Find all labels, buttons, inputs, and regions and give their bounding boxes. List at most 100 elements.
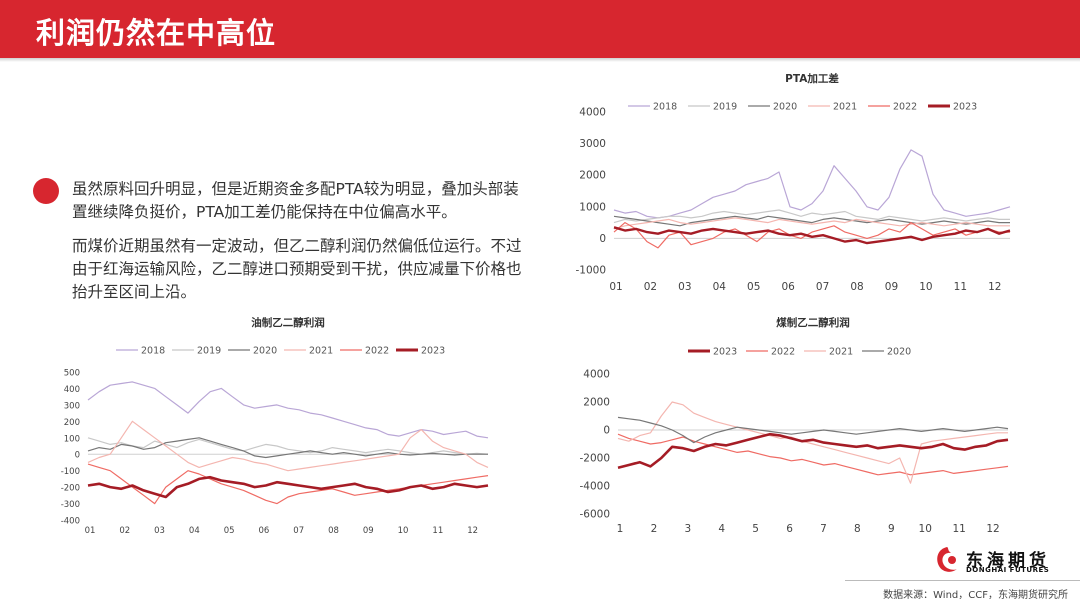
chart-coal-meg-profit: 煤制乙二醇利润 2023 2022 2021 2020 4000 2000 0 -2000 -40… <box>570 312 1040 542</box>
x-tick-label: 01 <box>609 281 622 293</box>
x-tick-label: 03 <box>678 281 691 293</box>
chart-title: 煤制乙二醇利润 <box>776 316 850 329</box>
header-shadow <box>0 58 1080 62</box>
y-tick-label: 3000 <box>579 138 606 150</box>
x-tick-label: 06 <box>781 281 795 293</box>
y-tick-label: -4000 <box>579 481 610 493</box>
chart-oil-svg: 油制乙二醇利润 2018 2019 2020 2021 2022 2023 500 400 300… <box>61 316 489 536</box>
x-tick-label: 4 <box>718 523 725 535</box>
y-tick-label: 200 <box>64 418 80 428</box>
x-tick-label: 04 <box>189 526 200 536</box>
y-tick-label: 2000 <box>579 170 606 182</box>
x-tick-label: 10 <box>919 281 932 293</box>
series-line-2022 <box>617 433 1009 476</box>
series-line-2021 <box>87 420 489 472</box>
legend-label: 2018 <box>653 102 677 113</box>
x-tick-label: 03 <box>154 526 165 536</box>
series-line-2019 <box>613 209 1010 224</box>
series-line-2019 <box>87 437 489 455</box>
x-tick-label: 12 <box>988 281 1001 293</box>
x-tick-label: 04 <box>713 281 727 293</box>
y-tick-label: -2000 <box>579 453 610 465</box>
legend-label: 2019 <box>713 102 737 113</box>
legend-label: 2020 <box>253 346 277 357</box>
legend-label: 2023 <box>953 102 977 113</box>
x-tick-label: 07 <box>293 526 304 536</box>
footer-divider <box>845 580 1080 581</box>
x-tick-label: 7 <box>820 523 827 535</box>
legend-label: 2021 <box>309 346 333 357</box>
page-title: 利润仍然在中高位 <box>36 16 277 50</box>
y-tick-label: 500 <box>64 369 80 379</box>
y-tick-label: 300 <box>64 401 80 411</box>
logo-subtitle: DONGHAI FUTURES <box>966 566 1050 574</box>
series-line-2023 <box>87 475 489 499</box>
x-tick-label: 1 <box>617 523 624 535</box>
series-line-2021 <box>617 401 1008 484</box>
y-tick-label: -6000 <box>579 509 610 521</box>
legend-label: 2020 <box>773 102 797 113</box>
x-tick-label: 09 <box>363 526 374 536</box>
series-line-2018 <box>613 149 1011 219</box>
x-tick-label: 02 <box>119 526 130 536</box>
series-line-2023 <box>613 226 1011 245</box>
x-tick-label: 07 <box>816 281 829 293</box>
x-tick-label: 10 <box>919 523 932 535</box>
x-tick-label: 01 <box>85 526 96 536</box>
x-tick-label: 5 <box>752 523 759 535</box>
donghai-logo: 东海期货 DONGHAI FUTURES <box>932 544 1052 578</box>
y-tick-label: -300 <box>61 500 80 510</box>
legend-label: 2023 <box>713 347 737 358</box>
y-tick-label: 400 <box>64 385 80 395</box>
series-line-2020 <box>87 437 488 459</box>
series-line-2023 <box>617 432 1009 470</box>
legend-label: 2022 <box>365 346 389 357</box>
x-tick-label: 11 <box>952 523 965 535</box>
legend-label: 2022 <box>893 102 917 113</box>
x-tick-label: 11 <box>432 526 443 536</box>
legend-label: 2020 <box>887 347 911 358</box>
y-tick-label: 100 <box>64 434 80 444</box>
x-tick-label: 9 <box>888 523 895 535</box>
chart-coal-svg: 煤制乙二醇利润 2023 2022 2021 2020 4000 2000 0 -2000 -40… <box>579 316 1009 535</box>
x-tick-label: 02 <box>644 281 657 293</box>
x-tick-label: 08 <box>328 526 339 536</box>
y-tick-label: 0 <box>599 233 606 245</box>
y-tick-label: 0 <box>603 425 610 437</box>
logo-name: 东海期货 <box>966 551 1050 571</box>
x-tick-label: 09 <box>885 281 898 293</box>
y-tick-label: -400 <box>61 517 80 527</box>
y-tick-label: 4000 <box>583 369 610 381</box>
series-line-2020 <box>613 215 1010 227</box>
legend-label: 2018 <box>141 346 165 357</box>
x-tick-label: 10 <box>398 526 409 536</box>
legend-label: 2022 <box>771 347 795 358</box>
y-tick-label: -1000 <box>575 265 606 277</box>
y-tick-label: -200 <box>61 484 80 494</box>
data-source: 数据来源：Wind，CCF，东海期货研究所 <box>883 590 1068 601</box>
chart-pta-processing-margin: PTA加工差 2018 2019 2020 2021 2022 2023 4000 3000 20… <box>570 64 1040 299</box>
x-tick-label: 6 <box>786 523 793 535</box>
x-tick-label: 3 <box>684 523 691 535</box>
y-tick-label: 2000 <box>583 397 610 409</box>
x-tick-label: 12 <box>467 526 478 536</box>
chart-pta-svg: PTA加工差 2018 2019 2020 2021 2022 2023 4000 3000 20… <box>575 72 1011 293</box>
series-line-2021 <box>613 217 1010 230</box>
legend-label: 2019 <box>197 346 221 357</box>
header-bar: 利润仍然在中高位 <box>0 0 1080 62</box>
chart-title: PTA加工差 <box>785 72 839 85</box>
y-tick-label: 1000 <box>579 201 606 213</box>
chart-oil-meg-profit: 油制乙二醇利润 2018 2019 2020 2021 2022 2023 500 400 300… <box>30 312 500 542</box>
x-tick-label: 12 <box>986 523 999 535</box>
chart-title: 油制乙二醇利润 <box>251 316 325 329</box>
x-tick-label: 2 <box>651 523 658 535</box>
dragon-logo-icon <box>937 547 957 572</box>
y-tick-label: -100 <box>61 467 80 477</box>
bullet-dot <box>33 178 59 204</box>
x-tick-label: 05 <box>747 281 760 293</box>
x-tick-label: 05 <box>224 526 235 536</box>
paragraph-pta: 虽然原料回升明显，但是近期资金多配PTA较为明显，叠加头部装置继续降负挺价，PT… <box>72 180 519 221</box>
series-line-2018 <box>87 381 489 439</box>
y-tick-label: 0 <box>75 451 80 461</box>
x-tick-label: 06 <box>258 526 269 536</box>
